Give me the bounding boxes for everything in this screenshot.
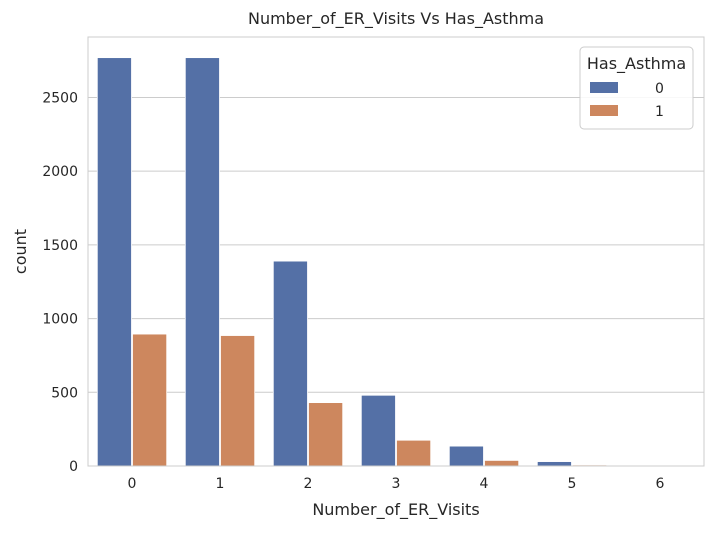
y-axis-label: count (11, 229, 30, 274)
y-tick-label-3: 1500 (42, 238, 78, 254)
chart-title: Number_of_ER_Visits Vs Has_Asthma (248, 9, 544, 29)
legend-swatch-0 (590, 82, 618, 93)
legend-title: Has_Asthma (587, 54, 686, 74)
y-tick-label-2: 1000 (42, 312, 78, 328)
x-axis-label: Number_of_ER_Visits (312, 500, 479, 520)
bar-3-series-1 (397, 440, 431, 466)
x-tick-label-0: 0 (128, 476, 137, 492)
x-tick-label-3: 3 (392, 476, 401, 492)
legend-swatch-1 (590, 105, 618, 116)
legend-label-0: 0 (655, 81, 664, 97)
x-tick-label-2: 2 (304, 476, 313, 492)
x-tick-label-4: 4 (480, 476, 489, 492)
x-tick-labels: 0 1 2 3 4 5 6 (128, 476, 665, 492)
bar-5-series-0 (537, 462, 571, 466)
legend: Has_Asthma 0 1 (580, 47, 693, 129)
bar-4-series-1 (485, 460, 519, 466)
bar-0-series-1 (133, 334, 167, 466)
y-tick-label-0: 0 (69, 459, 78, 475)
bar-1-series-0 (185, 58, 219, 466)
x-tick-label-1: 1 (216, 476, 225, 492)
bar-0-series-0 (97, 58, 131, 466)
bar-1-series-1 (221, 336, 255, 466)
x-tick-label-5: 5 (568, 476, 577, 492)
bar-2-series-0 (273, 261, 307, 466)
bar-2-series-1 (309, 403, 343, 466)
y-tick-labels: 0 500 1000 1500 2000 2500 (42, 90, 78, 475)
legend-label-1: 1 (655, 104, 664, 120)
bar-3-series-0 (361, 395, 395, 466)
y-tick-label-5: 2500 (42, 90, 78, 106)
y-tick-label-4: 2000 (42, 164, 78, 180)
gridlines (88, 97, 704, 466)
bar-4-series-0 (449, 446, 483, 466)
y-tick-label-1: 500 (51, 385, 78, 401)
x-tick-label-6: 6 (656, 476, 665, 492)
